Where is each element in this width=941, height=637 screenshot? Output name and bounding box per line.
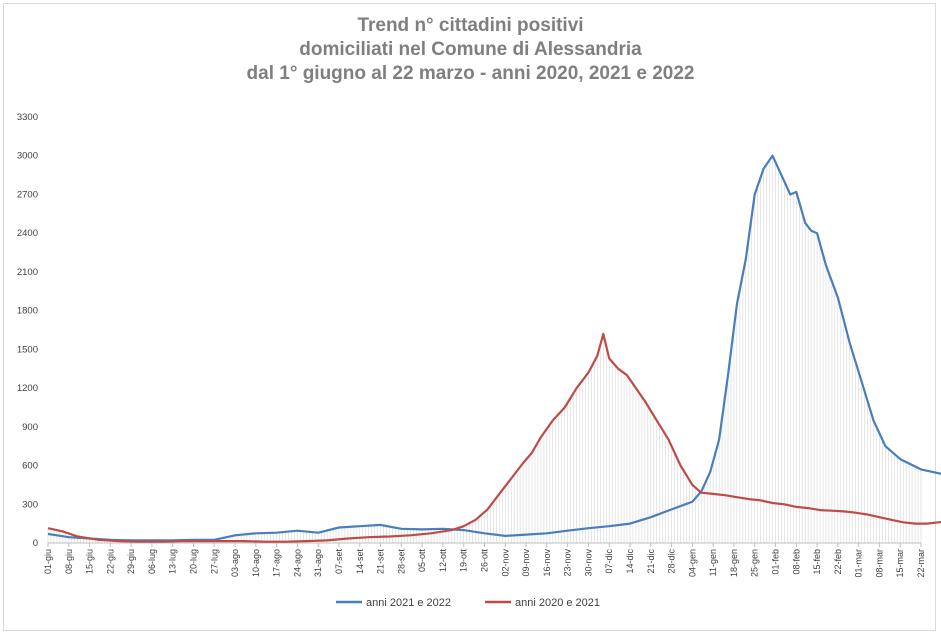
x-tick-label: 03-ago xyxy=(230,549,240,577)
y-tick-label: 2700 xyxy=(17,189,38,200)
x-tick-label: 11-gen xyxy=(708,549,718,576)
y-tick-label: 3300 xyxy=(17,112,38,123)
y-tick-label: 1200 xyxy=(17,383,38,394)
x-tick-label: 12-ott xyxy=(438,549,448,573)
x-tick-label: 08-giu xyxy=(64,549,74,574)
x-tick-label: 22-giu xyxy=(105,549,115,574)
x-tick-label: 28-dic xyxy=(667,549,677,574)
legend-label: anni 2021 e 2022 xyxy=(366,597,451,609)
x-tick-label: 05-ott xyxy=(417,549,427,573)
x-tick-label: 08-mar xyxy=(874,549,884,578)
y-tick-label: 3000 xyxy=(17,151,38,162)
chart-title-line-2: domiciliati nel Comune di Alessandria xyxy=(299,39,642,60)
x-tick-label: 22-mar xyxy=(916,549,926,578)
x-tick-label: 16-nov xyxy=(542,549,552,577)
x-tick-label: 26-ott xyxy=(480,549,490,573)
x-tick-label: 19-ott xyxy=(459,549,469,573)
x-tick-label: 07-dic xyxy=(604,549,614,574)
x-tick-label: 18-gen xyxy=(729,549,739,577)
x-tick-label: 27-lug xyxy=(209,549,219,574)
legend: anni 2021 e 2022 anni 2020 e 2021 xyxy=(336,597,600,609)
x-tick-label: 25-gen xyxy=(750,549,760,577)
x-tick-label: 07-set xyxy=(334,549,344,575)
chart-title-line-1: Trend n° cittadini positivi xyxy=(357,15,584,36)
x-tick-label: 30-nov xyxy=(583,549,593,577)
series-fill-hatch xyxy=(47,155,922,543)
y-tick-label: 900 xyxy=(22,422,38,433)
x-tick-label: 02-nov xyxy=(500,549,510,577)
x-tick-label: 04-gen xyxy=(687,549,697,577)
y-tick-label: 0 xyxy=(33,538,38,549)
x-tick-label: 15-feb xyxy=(812,549,822,575)
y-tick-label: 1800 xyxy=(17,306,38,317)
chart-title: Trend n° cittadini positivi domiciliati … xyxy=(0,14,941,86)
x-tick-label: 17-ago xyxy=(272,549,282,577)
chart-title-line-3: dal 1° giugno al 22 marzo - anni 2020, 2… xyxy=(246,63,695,84)
x-tick-label: 23-nov xyxy=(563,549,573,577)
x-tick-label: 09-nov xyxy=(521,549,531,577)
series-lines xyxy=(47,154,941,543)
x-tick-label: 28-set xyxy=(396,549,406,575)
y-axis-ticks: 0 300 600 900 1200 1500 1800 2100 2400 2700 3000 33… xyxy=(17,112,38,549)
x-tick-label: 01-giu xyxy=(43,549,53,574)
x-tick-label: 29-giu xyxy=(126,549,136,574)
x-tick-label: 20-lug xyxy=(189,549,199,574)
x-tick-label: 01-mar xyxy=(854,549,864,578)
y-tick-label: 600 xyxy=(22,461,38,472)
legend-label: anni 2020 e 2021 xyxy=(515,597,600,609)
y-tick-label: 300 xyxy=(22,499,38,510)
x-tick-label: 06-lug xyxy=(147,549,157,574)
x-tick-label: 15-giu xyxy=(85,549,95,574)
x-tick-label: 13-lug xyxy=(168,549,178,574)
x-tick-label: 15-mar xyxy=(895,549,905,578)
x-axis-ticks: 01-giu 08-giu 15-giu 22-giu 29-giu 06-lug 13-l… xyxy=(43,543,926,578)
y-tick-label: 1500 xyxy=(17,344,38,355)
x-tick-label: 21-dic xyxy=(646,549,656,574)
x-tick-label: 08-feb xyxy=(791,549,801,575)
y-tick-label: 2100 xyxy=(17,267,38,278)
x-tick-label: 31-ago xyxy=(313,549,323,577)
x-tick-label: 24-ago xyxy=(292,549,302,577)
series-line-2 xyxy=(47,332,941,543)
x-tick-label: 10-ago xyxy=(251,549,261,577)
x-tick-label: 01-feb xyxy=(771,549,781,575)
x-tick-label: 14-set xyxy=(355,549,365,575)
x-tick-label: 21-set xyxy=(376,549,386,575)
x-tick-label: 22-feb xyxy=(833,549,843,575)
x-tick-label: 14-dic xyxy=(625,549,635,574)
series-line-1 xyxy=(47,154,941,542)
y-tick-label: 2400 xyxy=(17,228,38,239)
